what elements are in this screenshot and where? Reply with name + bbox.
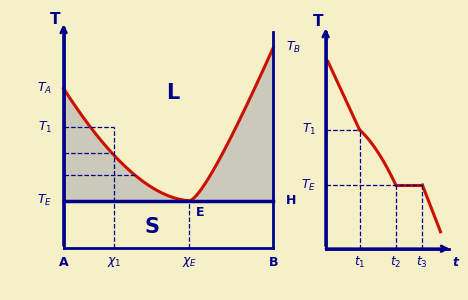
Text: $T_B$: $T_B$: [286, 40, 301, 55]
Text: T: T: [50, 12, 60, 27]
Polygon shape: [64, 88, 190, 201]
Text: t: t: [452, 256, 458, 269]
Text: $T_1$: $T_1$: [38, 120, 52, 135]
Text: $\chi_1$: $\chi_1$: [107, 255, 121, 269]
Text: $T_E$: $T_E$: [301, 178, 316, 193]
Text: $T_A$: $T_A$: [37, 81, 52, 96]
Text: B: B: [269, 256, 278, 269]
Text: $t_1$: $t_1$: [354, 255, 366, 270]
Text: S: S: [144, 217, 159, 237]
Text: $t_2$: $t_2$: [390, 255, 402, 270]
Text: $t_3$: $t_3$: [417, 255, 428, 270]
Text: $T_E$: $T_E$: [37, 193, 52, 208]
Text: A: A: [59, 256, 68, 269]
Text: $\chi_E$: $\chi_E$: [182, 255, 197, 269]
Text: T: T: [313, 14, 324, 29]
Polygon shape: [190, 47, 273, 201]
Text: E: E: [196, 206, 204, 219]
Text: $T_1$: $T_1$: [301, 122, 316, 137]
Text: H: H: [286, 194, 296, 207]
Text: L: L: [166, 83, 179, 103]
